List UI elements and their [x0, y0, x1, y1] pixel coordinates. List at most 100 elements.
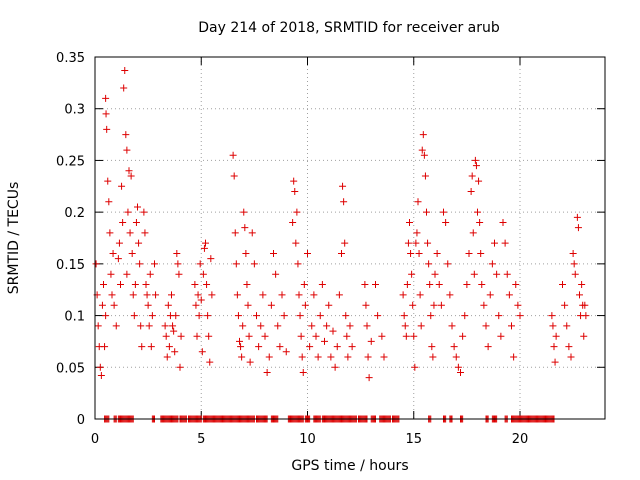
data-point [570, 260, 578, 268]
data-point [407, 250, 415, 258]
data-point [400, 312, 408, 320]
data-point [452, 353, 460, 361]
data-point [135, 239, 143, 247]
data-point [240, 208, 248, 216]
data-point [270, 250, 277, 258]
data-point [110, 301, 118, 309]
data-point [263, 368, 271, 376]
data-point [425, 260, 433, 268]
data-point [431, 270, 439, 278]
data-point [433, 250, 441, 258]
data-point [410, 332, 418, 340]
data-point [198, 348, 206, 356]
data-point [316, 312, 324, 320]
data-point [567, 353, 575, 361]
data-point [151, 260, 158, 268]
y-tick-label: 0.3 [64, 103, 85, 118]
data-point [250, 260, 258, 268]
data-point [117, 281, 124, 289]
data-point [97, 372, 105, 380]
data-point [128, 250, 136, 258]
x-tick-label: 5 [197, 432, 205, 447]
data-point [430, 301, 438, 309]
data-point [429, 353, 437, 361]
data-point [292, 239, 300, 247]
data-point [446, 291, 454, 299]
data-point [551, 358, 559, 366]
data-point [147, 343, 155, 351]
data-point [230, 172, 238, 180]
data-point [341, 239, 349, 247]
data-point [267, 301, 275, 309]
data-point [416, 291, 424, 299]
y-tick-label: 0.2 [64, 206, 85, 221]
data-point [96, 363, 104, 371]
data-point [196, 260, 204, 268]
data-point [486, 291, 494, 299]
data-point [244, 301, 252, 309]
data-point [401, 322, 409, 330]
data-point [402, 332, 410, 340]
data-point [278, 291, 286, 299]
data-point [480, 301, 488, 309]
data-point [202, 239, 209, 247]
data-point [297, 332, 305, 340]
data-point [571, 270, 579, 278]
data-point [340, 198, 348, 206]
data-point [102, 94, 110, 102]
data-point [442, 218, 450, 226]
data-point [140, 208, 148, 216]
data-point [321, 337, 328, 345]
data-point [468, 172, 476, 180]
data-point [102, 110, 110, 118]
data-point [550, 343, 558, 351]
data-point [231, 229, 239, 237]
data-point [475, 177, 483, 185]
data-point [409, 301, 417, 309]
data-point [276, 343, 284, 351]
data-point [172, 312, 180, 320]
data-point [414, 198, 422, 206]
data-point [450, 343, 458, 351]
data-point [294, 260, 302, 268]
data-point [559, 281, 566, 289]
data-point [232, 260, 240, 268]
data-point [125, 167, 133, 175]
data-point [495, 312, 503, 320]
data-point [261, 332, 269, 340]
data-point [411, 363, 419, 371]
data-point [363, 322, 371, 330]
data-point [233, 291, 241, 299]
data-point [207, 255, 215, 263]
data-point [104, 177, 112, 185]
data-point [291, 187, 299, 195]
data-point [348, 343, 356, 351]
data-point [98, 301, 106, 309]
data-point [169, 322, 177, 330]
data-point [423, 208, 430, 216]
data-point [174, 260, 182, 268]
data-point [339, 182, 347, 190]
data-point [208, 291, 216, 299]
data-point [194, 291, 202, 299]
data-point [165, 343, 173, 351]
data-point [338, 250, 345, 258]
data-point [131, 281, 139, 289]
data-point [127, 172, 135, 180]
data-point [137, 322, 145, 330]
data-point [459, 332, 467, 340]
data-point [192, 301, 200, 309]
data-point [413, 229, 421, 237]
data-point [331, 363, 339, 371]
data-point [145, 322, 153, 330]
data-point [505, 291, 513, 299]
data-points [92, 66, 590, 382]
data-point [444, 260, 452, 268]
data-point [101, 343, 109, 351]
data-point [454, 363, 462, 371]
data-point [304, 250, 311, 258]
data-point [493, 270, 501, 278]
data-point [465, 250, 473, 258]
